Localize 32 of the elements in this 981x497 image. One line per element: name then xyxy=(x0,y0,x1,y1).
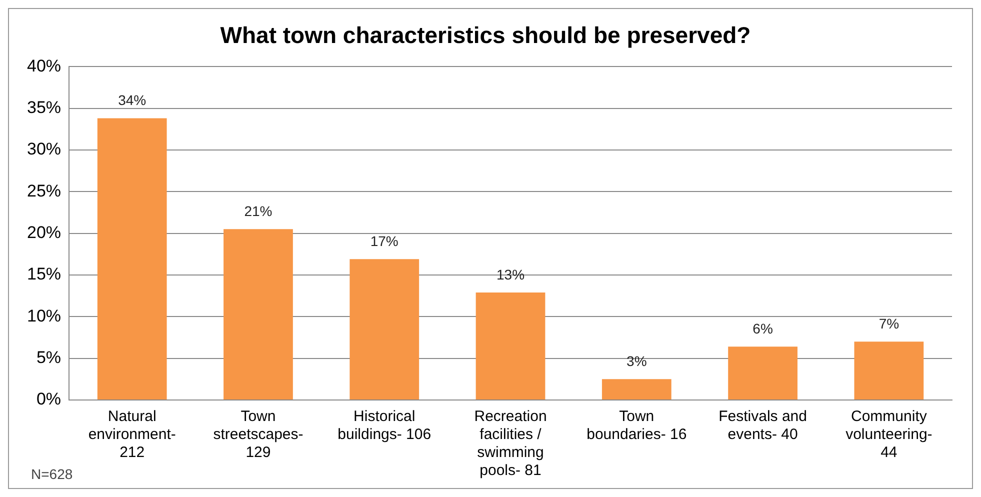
x-tick-label: Recreation facilities / swimming pools- 81 xyxy=(474,408,547,480)
bar xyxy=(224,229,293,400)
y-tick-label: 25% xyxy=(26,181,62,200)
x-tick-label: Historical buildings- 106 xyxy=(338,408,432,444)
x-tick-label: Town boundaries- 16 xyxy=(586,408,687,444)
bar xyxy=(476,292,546,400)
x-tick-label: Community volunteering- 44 xyxy=(846,408,932,462)
bar xyxy=(350,259,420,400)
x-tick-label: Festivals and events- 40 xyxy=(718,408,807,444)
data-label: 17% xyxy=(370,233,398,249)
y-tick-label: 10% xyxy=(26,306,62,326)
y-tick-label: 5% xyxy=(36,348,62,368)
bar xyxy=(97,118,167,400)
data-label: 13% xyxy=(496,266,525,282)
data-label: 21% xyxy=(244,202,272,219)
data-label: 6% xyxy=(752,320,773,337)
y-tick-label: 20% xyxy=(26,222,62,242)
bar xyxy=(602,379,672,400)
y-tick-label: 35% xyxy=(26,98,62,117)
x-tick-label: Natural environment- 212 xyxy=(88,408,176,462)
data-label: 34% xyxy=(118,92,146,108)
bar xyxy=(728,346,798,400)
chart-title: What town characteristics should be preserved? xyxy=(220,22,751,48)
x-tick-label: Town streetscapes- 129 xyxy=(213,408,304,462)
text: N=628 xyxy=(31,466,73,482)
data-label: 7% xyxy=(878,316,900,332)
y-tick-label: 15% xyxy=(26,264,62,284)
y-tick-label: 40% xyxy=(26,56,62,76)
bar xyxy=(854,342,924,400)
y-tick-label: 0% xyxy=(36,390,62,409)
data-label: 3% xyxy=(626,353,647,370)
y-tick-label: 30% xyxy=(26,140,62,159)
